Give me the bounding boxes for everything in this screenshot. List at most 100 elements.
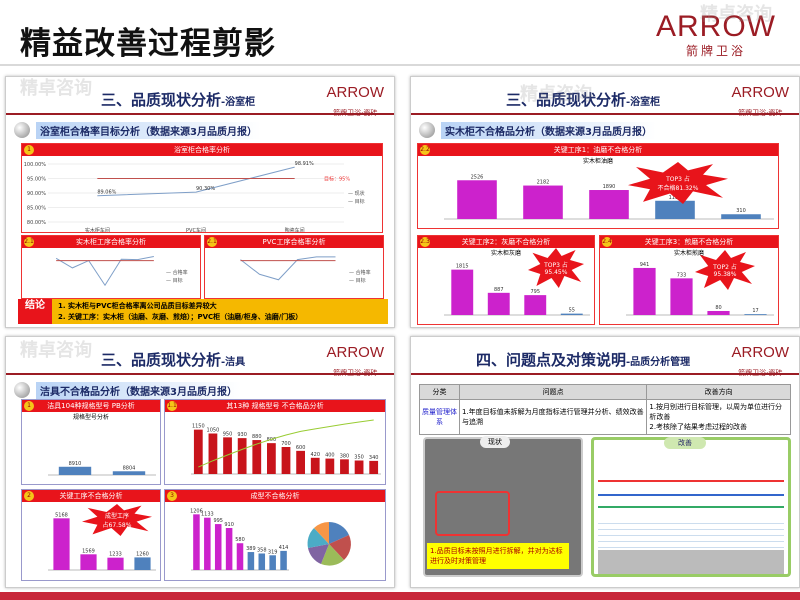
y-tick-label: 85.00% — [27, 206, 46, 212]
after-screenshot: 改善 — [591, 437, 791, 577]
data-label: 8910 — [69, 461, 82, 467]
bar — [707, 311, 730, 315]
data-label: 98.91% — [295, 161, 314, 167]
data-label: 910 — [224, 522, 234, 528]
data-label: 1890 — [603, 184, 616, 190]
legend-entry: — 目标 — [166, 277, 183, 284]
section-subtitle: 实木柜不合格品分析（数据来源3月品质月报） — [419, 121, 656, 139]
bar — [258, 553, 266, 570]
data-label: 414 — [279, 545, 289, 551]
data-label: 55 — [569, 308, 575, 314]
bar — [744, 314, 767, 315]
data-label: 350 — [354, 455, 364, 461]
legend-entry: — 合格率 — [349, 269, 371, 276]
bar — [487, 292, 510, 315]
panel-heading: 三、品质现状分析-洁具 — [101, 351, 246, 369]
globe-icon — [419, 122, 435, 138]
bar — [208, 433, 218, 474]
section-subtitle: 浴室柜合格率目标分析（数据来源3月品质月报） — [14, 121, 261, 139]
data-label: 795 — [530, 289, 540, 295]
data-label: 600 — [296, 445, 306, 451]
bar — [107, 557, 124, 570]
problem-table: 分类 问题点 改善方向 质量管理体系 1.年度目标值未拆解为月度指标进行管理并分析、绩… — [419, 384, 791, 435]
y-tick-label: 80.00% — [27, 220, 46, 226]
bar-chart: 5168 1569 1233 1260 — [48, 512, 156, 571]
chart-pareto: 1.1 其13种 规格型号 不合格品分析 1150 1050 950 930 880 800… — [164, 399, 386, 485]
data-label: 358 — [257, 547, 267, 553]
bar — [214, 524, 222, 570]
bar — [310, 457, 320, 474]
chart-oil-grinding: 2.2 关键工序1：油磨不合格分析 实木柜油磨 2526 2182 1890 1189 3… — [417, 143, 779, 229]
legend-entry: — 合格率 — [166, 269, 188, 276]
data-label: 8804 — [123, 465, 136, 471]
bar — [252, 440, 262, 474]
chart-pass-rate: 1 浴室柜合格率分析 100.00% 95.00% 90.00% 85.00% 80.00… — [21, 143, 383, 233]
bar — [58, 466, 92, 475]
bar — [670, 278, 693, 315]
bar — [267, 443, 276, 474]
data-label: 1260 — [136, 551, 149, 557]
pie-slice — [308, 544, 329, 564]
bar — [340, 459, 349, 474]
bar-chart: 2526 2182 1890 1189 310 — [444, 174, 774, 220]
pie-slice — [329, 535, 351, 560]
bar — [325, 458, 335, 474]
target-label: 目标：95% — [324, 176, 350, 183]
y-tick-label: 95.00% — [27, 177, 46, 183]
before-photo: 现状 1.品质目标未按照月进行拆解，并对为达标进行及时对策管理 — [423, 436, 583, 577]
data-label: 1569 — [82, 548, 95, 554]
data-label: 2526 — [471, 174, 484, 180]
data-label: 941 — [640, 262, 650, 268]
data-label: 1150 — [192, 424, 205, 430]
arrow-logo: ARROW 箭牌卫浴·瓷砖 — [326, 84, 385, 117]
bar — [655, 200, 695, 219]
panel-problems-countermeasures: 四、问题点及对策说明-品质分析管理 ARROW 箭牌卫浴·瓷砖 分类 问题点 改善方向… — [410, 336, 800, 588]
chart-spec-pb: 1 洁具104种规格型号 PB分析 规格型号分析 8910 8804 — [21, 399, 161, 485]
bar — [53, 518, 70, 570]
bar — [280, 550, 287, 570]
legend-entry: — 目标 — [349, 277, 366, 284]
x-tick-label: PVC车间 — [186, 227, 206, 233]
x-tick-label: 陶瓷车间 — [285, 227, 305, 233]
line-chart: — 合格率— 目标 — [240, 256, 371, 284]
bar — [193, 429, 203, 474]
data-label: 1050 — [207, 428, 220, 434]
chart-pvc: 2.1 PVC工序合格率分析 — 合格率 — 目标 — [204, 235, 384, 299]
data-label: 1133 — [201, 512, 214, 518]
bar-chart: 8910 8804 — [48, 461, 156, 476]
bar — [134, 557, 151, 570]
globe-icon — [14, 382, 30, 398]
divider — [0, 64, 800, 66]
bar — [457, 180, 497, 219]
data-label: 17 — [752, 308, 758, 314]
legend-entry: — 现状 — [348, 190, 365, 197]
panel-sanitary-defects: 三、品质现状分析-洁具 ARROW 箭牌卫浴·瓷砖 洁具不合格品分析（数据来源3月… — [5, 336, 395, 588]
chart-frying-grinding: 2.4 关键工序3：煎磨不合格分析 实木柜煎磨 941 733 80 17 TOP2 占… — [599, 235, 779, 325]
data-label: 995 — [213, 518, 223, 524]
data-label: 1815 — [456, 264, 469, 270]
data-label: 733 — [677, 272, 687, 278]
bar — [354, 460, 364, 474]
footer-band — [0, 592, 800, 600]
data-label: 380 — [340, 453, 350, 459]
arrow-logo: ARROW 箭牌卫浴 — [656, 10, 776, 59]
data-label: 580 — [235, 537, 245, 543]
line-chart: 100.00% 95.00% 90.00% 85.00% 80.00% 89.06% 90.… — [24, 161, 365, 233]
bar — [633, 267, 656, 315]
line-chart: — 合格率— 目标 — [55, 255, 188, 287]
data-label: 2182 — [537, 180, 550, 186]
bar-chart: 1815 887 795 55 — [444, 264, 590, 316]
chart-key-process: 2 关键工序不合格分析 5168 1569 1233 1260 成型工序 占67.58% — [21, 489, 161, 581]
series-line — [55, 255, 154, 287]
arrow-logo: ARROW 箭牌卫浴·瓷砖 — [731, 84, 790, 117]
section-subtitle: 洁具不合格品分析（数据来源3月品质月报） — [14, 381, 241, 399]
series-line — [97, 166, 295, 197]
data-label: 950 — [223, 431, 233, 437]
conclusion-box: 结论 1. 实木柜与PVC柜合格率离公司品质目标差异较大 2. 关键工序：实木柜（油… — [18, 299, 388, 324]
panel-solid-wood-defects: 三、品质现状分析-浴室柜 ARROW 箭牌卫浴·瓷砖 实木柜不合格品分析（数据来源… — [410, 76, 800, 328]
bar-chart: 941 733 80 17 — [626, 262, 774, 316]
data-label: 880 — [252, 434, 262, 440]
y-tick-label: 100.00% — [24, 162, 46, 168]
